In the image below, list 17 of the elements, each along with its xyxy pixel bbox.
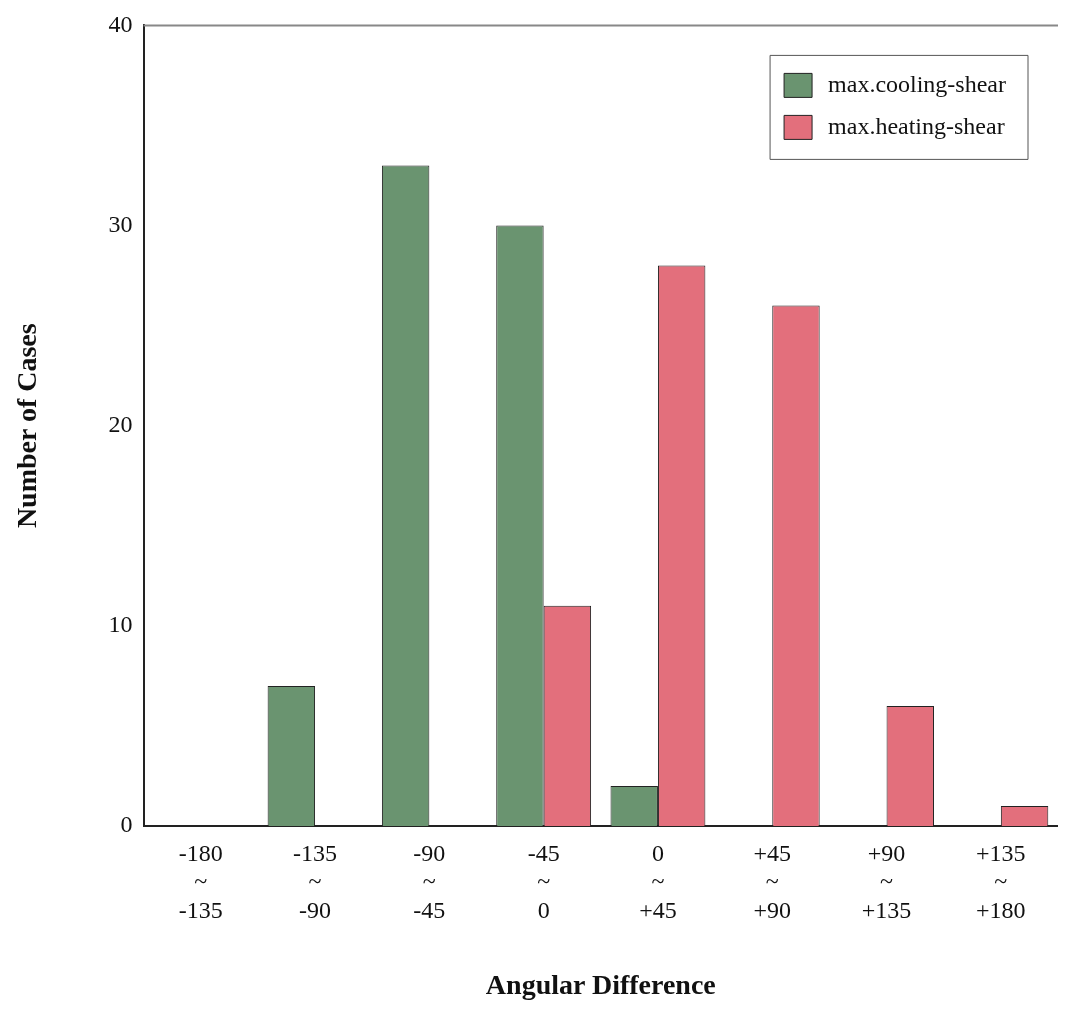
y-tick-label: 10 xyxy=(108,611,133,638)
y-tick-label: 0 xyxy=(120,811,133,838)
legend-label: max.heating-shear xyxy=(828,112,1005,139)
x-tick-label: 0 ~ +45 xyxy=(639,839,677,924)
legend-label: max.cooling-shear xyxy=(828,70,1007,97)
x-axis-title: Angular Difference xyxy=(485,969,716,1001)
x-tick-label: +135 ~ +180 xyxy=(976,839,1026,924)
y-tick-label: 40 xyxy=(108,10,133,37)
x-tick-label: -180 ~ -135 xyxy=(178,839,223,924)
x-tick-label: -90 ~ -45 xyxy=(413,839,446,924)
x-tick-label: -135 ~ -90 xyxy=(293,839,338,924)
y-axis-title: Number of Cases xyxy=(11,323,43,529)
x-tick-label: +45 ~ +90 xyxy=(753,839,792,924)
y-tick-label: 20 xyxy=(108,411,133,437)
y-tick-label: 30 xyxy=(108,210,133,237)
x-tick-label: -45 ~ 0 xyxy=(527,839,560,924)
x-tick-label: +90 ~ +135 xyxy=(861,839,912,924)
